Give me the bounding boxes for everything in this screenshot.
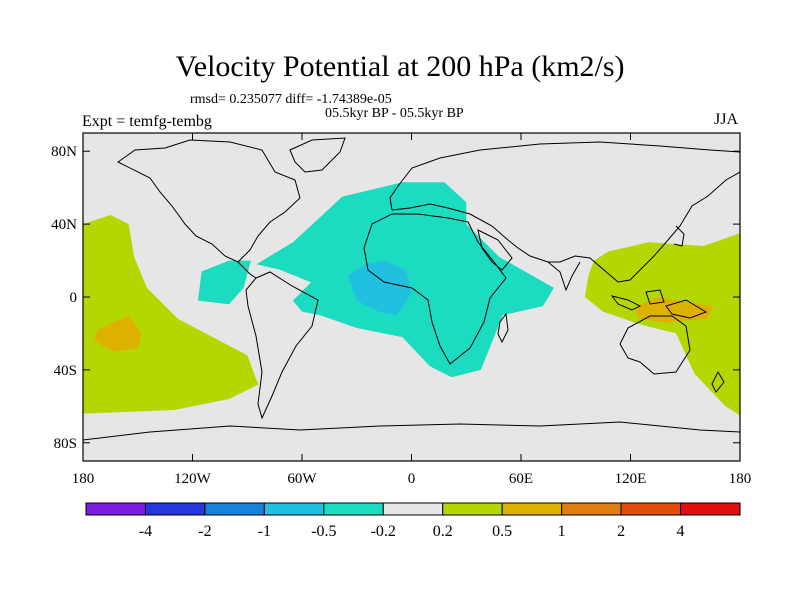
x-tick-label: 0 (408, 471, 416, 487)
x-tick-label: 60E (509, 471, 533, 487)
x-tick-label: 180 (729, 471, 752, 487)
colorbar-box (442, 502, 503, 516)
anomaly-region-3 (347, 260, 412, 316)
chart-title: Velocity Potential at 200 hPa (km2/s) (175, 50, 625, 83)
colorbar-box (561, 502, 622, 516)
colorbar-box (85, 502, 146, 516)
season-label: JJA (714, 111, 739, 128)
colorbar-box (263, 502, 325, 516)
stats-line: rmsd= 0.235077 diff= -1.74389e-05 (190, 92, 392, 107)
y-tick-label: 0 (70, 290, 78, 306)
experiment-label: Expt = temfg-tembg (82, 113, 212, 130)
colorbar-box (382, 502, 444, 516)
colorbar-label: 0.5 (492, 523, 512, 540)
anomaly-region-6 (94, 315, 142, 352)
anomaly-region-2 (198, 260, 251, 305)
colorbar-label: 0.2 (433, 523, 453, 540)
x-tick-label: 60W (287, 471, 317, 487)
colorbar-label: 1 (558, 523, 566, 540)
y-tick-label: 80N (51, 144, 77, 160)
y-tick-label: 40N (51, 217, 77, 233)
colorbar-label: -1 (258, 523, 271, 540)
colorbar-box (144, 502, 206, 516)
colorbar-label: 2 (617, 523, 625, 540)
anomaly-region-5 (584, 233, 740, 416)
colorbar-box (680, 502, 741, 516)
colorbar-label: -2 (198, 523, 211, 540)
colorbar-box (323, 502, 384, 516)
colorbar-box (204, 502, 265, 516)
colorbar-label: 4 (677, 523, 685, 540)
colorbar-label: -0.5 (311, 523, 336, 540)
colorbar-box (501, 502, 563, 516)
x-tick-label: 120W (174, 471, 212, 487)
x-tick-label: 120E (615, 471, 647, 487)
x-tick-label: 180 (72, 471, 95, 487)
colorbar-box (620, 502, 682, 516)
colorbar-label: -4 (139, 523, 152, 540)
anomaly-region-4 (83, 215, 259, 414)
coastlines (83, 137, 740, 441)
colorbar-label: -0.2 (371, 523, 396, 540)
y-tick-label: 40S (54, 363, 77, 379)
period-line: 05.5kyr BP - 05.5kyr BP (325, 106, 464, 121)
y-tick-label: 80S (54, 436, 77, 452)
